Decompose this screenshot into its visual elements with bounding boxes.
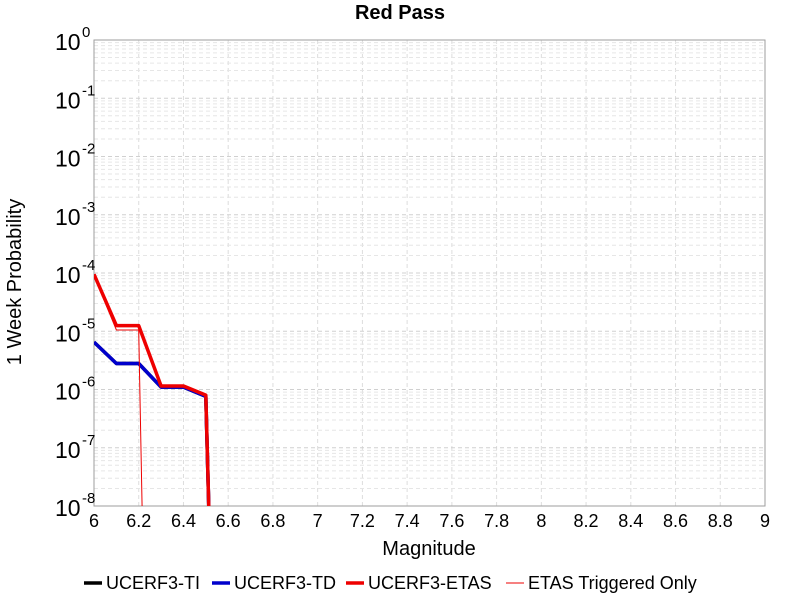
y-tick-exponent: -5: [82, 315, 95, 332]
y-tick-exponent: -3: [82, 199, 95, 216]
x-tick-label: 9: [760, 511, 770, 531]
x-tick-label: 7.8: [484, 511, 509, 531]
y-tick-label: 10: [55, 379, 81, 405]
chart-title: Red Pass: [355, 2, 445, 24]
legend-label: UCERF3-TD: [234, 573, 336, 593]
y-tick-label: 10: [55, 262, 81, 288]
grid-lines: [93, 40, 766, 507]
y-tick-exponent: -2: [82, 141, 95, 158]
series-line-4: [94, 275, 143, 506]
y-tick-exponent: -6: [82, 374, 95, 391]
y-tick-label: 10: [55, 320, 81, 346]
y-tick-label: 10: [55, 29, 81, 55]
x-tick-label: 7.4: [395, 511, 420, 531]
y-tick-exponent: -1: [82, 82, 95, 99]
y-tick-exponent: -4: [82, 257, 95, 274]
x-tick-label: 6.4: [171, 511, 196, 531]
x-tick-label: 6.2: [126, 511, 151, 531]
y-tick-exponent: -8: [82, 490, 95, 507]
x-tick-label: 8.6: [663, 511, 688, 531]
x-tick-label: 8.4: [618, 511, 643, 531]
x-tick-label: 7: [313, 511, 323, 531]
y-tick-label: 10: [55, 87, 81, 113]
y-tick-label: 10: [55, 146, 81, 172]
legend: UCERF3-TI UCERF3-TD UCERF3-ETAS ETAS Trigge…: [84, 573, 697, 593]
x-tick-labels: 6 6.2 6.4 6.6 6.8 7 7.2 7.4 7.6 7.8 8 8.2 8.4 8.6 8.8 9: [89, 511, 770, 531]
x-axis-title: Magnitude: [382, 538, 475, 560]
legend-label: ETAS Triggered Only: [528, 573, 697, 593]
legend-label: UCERF3-TI: [106, 573, 200, 593]
y-tick-label: 10: [55, 204, 81, 230]
x-tick-label: 8: [536, 511, 546, 531]
series-group: [94, 273, 211, 506]
y-tick-label: 10: [55, 495, 81, 521]
x-tick-label: 8.2: [574, 511, 599, 531]
x-tick-label: 8.8: [708, 511, 733, 531]
y-tick-exponent: -7: [82, 432, 95, 449]
x-tick-label: 7.2: [350, 511, 375, 531]
plot-area: [93, 39, 766, 507]
x-tick-label: 6: [89, 511, 99, 531]
x-tick-label: 6.8: [260, 511, 285, 531]
x-tick-label: 7.6: [439, 511, 464, 531]
x-tick-label: 6.6: [216, 511, 241, 531]
legend-label: UCERF3-ETAS: [368, 573, 492, 593]
series-line-3: [94, 273, 211, 506]
y-axis-title: 1 Week Probability: [4, 199, 26, 365]
y-tick-label: 10: [55, 437, 81, 463]
y-tick-exponent: 0: [82, 24, 90, 41]
